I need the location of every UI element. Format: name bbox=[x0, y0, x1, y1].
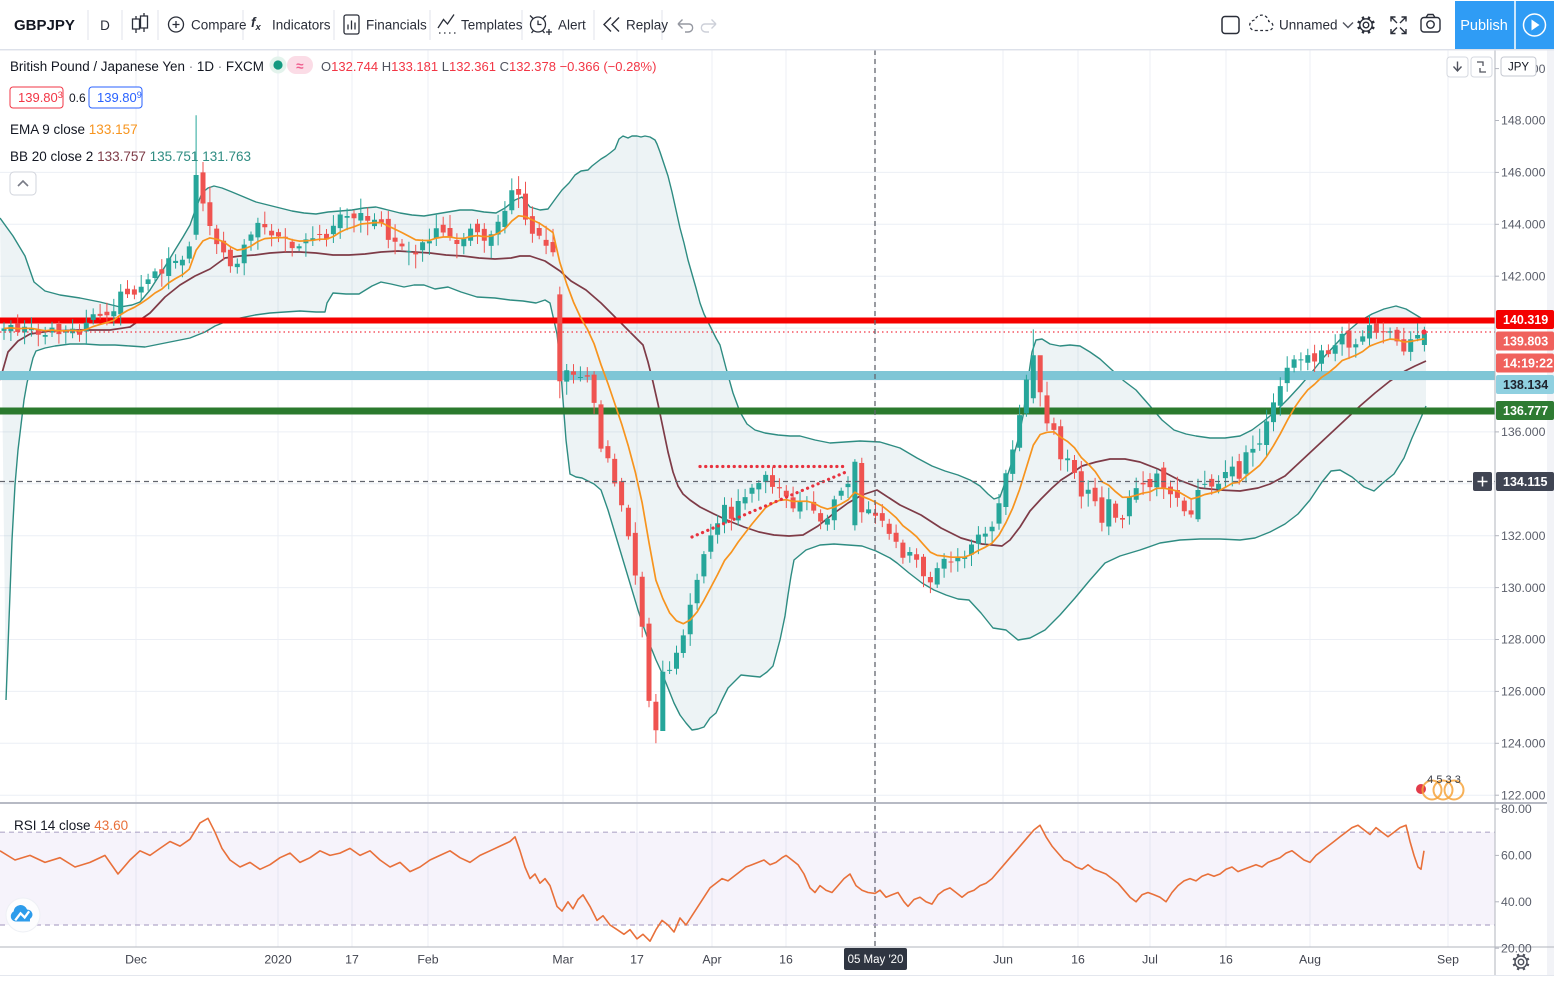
svg-text:Templates: Templates bbox=[461, 18, 523, 33]
svg-text:Compare: Compare bbox=[191, 18, 247, 33]
svg-text:05 May ′20: 05 May ′20 bbox=[848, 954, 904, 966]
svg-text:Unnamed: Unnamed bbox=[1279, 18, 1338, 33]
svg-text:Indicators: Indicators bbox=[272, 18, 331, 33]
svg-text:≈: ≈ bbox=[296, 59, 304, 74]
svg-text:138.134: 138.134 bbox=[1503, 378, 1548, 392]
svg-text:139.803: 139.803 bbox=[18, 90, 63, 105]
svg-text:60.00: 60.00 bbox=[1501, 849, 1532, 863]
svg-text:148.000: 148.000 bbox=[1501, 114, 1546, 128]
svg-text:Financials: Financials bbox=[366, 18, 427, 33]
svg-text:17: 17 bbox=[345, 953, 359, 967]
svg-text:142.000: 142.000 bbox=[1501, 269, 1546, 283]
svg-text:RSI 14 close 43.60: RSI 14 close 43.60 bbox=[14, 818, 128, 833]
svg-text:139.803: 139.803 bbox=[1503, 335, 1548, 349]
svg-text:fx: fx bbox=[251, 15, 262, 33]
svg-text:128.000: 128.000 bbox=[1501, 633, 1546, 647]
svg-text:134.115: 134.115 bbox=[1503, 475, 1548, 489]
svg-text:139.809: 139.809 bbox=[97, 90, 142, 105]
svg-text:Feb: Feb bbox=[417, 953, 438, 967]
svg-text:D: D bbox=[100, 18, 110, 33]
svg-text:132.000: 132.000 bbox=[1501, 529, 1546, 543]
svg-text:130.000: 130.000 bbox=[1501, 581, 1546, 595]
svg-text:136.777: 136.777 bbox=[1503, 404, 1548, 418]
svg-text:Replay: Replay bbox=[626, 18, 668, 33]
svg-text:JPY: JPY bbox=[1508, 62, 1529, 74]
svg-text:140.319: 140.319 bbox=[1503, 313, 1548, 327]
svg-text:17: 17 bbox=[630, 953, 644, 967]
svg-text:Sep: Sep bbox=[1437, 953, 1459, 967]
svg-text:O132.744 H133.181 L132.361 C13: O132.744 H133.181 L132.361 C132.378 −0.3… bbox=[321, 59, 656, 74]
svg-text:Mar: Mar bbox=[552, 953, 573, 967]
svg-text:16: 16 bbox=[1071, 953, 1085, 967]
svg-text:Dec: Dec bbox=[125, 953, 147, 967]
svg-text:20.00: 20.00 bbox=[1501, 941, 1532, 955]
svg-text:4 5 3 3: 4 5 3 3 bbox=[1427, 774, 1461, 786]
svg-text:146.000: 146.000 bbox=[1501, 166, 1546, 180]
svg-text:Alert: Alert bbox=[558, 18, 586, 33]
svg-text:2020: 2020 bbox=[264, 953, 292, 967]
svg-text:122.000: 122.000 bbox=[1501, 788, 1546, 802]
svg-text:16: 16 bbox=[779, 953, 793, 967]
svg-text:126.000: 126.000 bbox=[1501, 685, 1546, 699]
svg-text:Jun: Jun bbox=[993, 953, 1013, 967]
svg-text:BB 20 close 2 133.757 135.751: BB 20 close 2 133.757 135.751 131.763 bbox=[10, 149, 251, 164]
svg-text:EMA 9 close 133.157: EMA 9 close 133.157 bbox=[10, 122, 138, 137]
svg-text:British Pound / Japanese Yen ·: British Pound / Japanese Yen · 1D · FXCM bbox=[10, 59, 264, 74]
svg-text:Publish: Publish bbox=[1460, 18, 1508, 34]
svg-text:Apr: Apr bbox=[702, 953, 721, 967]
svg-text:80.00: 80.00 bbox=[1501, 802, 1532, 816]
svg-text:124.000: 124.000 bbox=[1501, 737, 1546, 751]
svg-text:0.6: 0.6 bbox=[69, 91, 86, 105]
svg-text:136.000: 136.000 bbox=[1501, 425, 1546, 439]
svg-text:Aug: Aug bbox=[1299, 953, 1321, 967]
svg-text:40.00: 40.00 bbox=[1501, 895, 1532, 909]
svg-text:16: 16 bbox=[1219, 953, 1233, 967]
svg-text:Jul: Jul bbox=[1142, 953, 1158, 967]
svg-text:144.000: 144.000 bbox=[1501, 218, 1546, 232]
svg-text:14:19:22: 14:19:22 bbox=[1503, 357, 1553, 371]
svg-text:GBPJPY: GBPJPY bbox=[14, 17, 75, 34]
